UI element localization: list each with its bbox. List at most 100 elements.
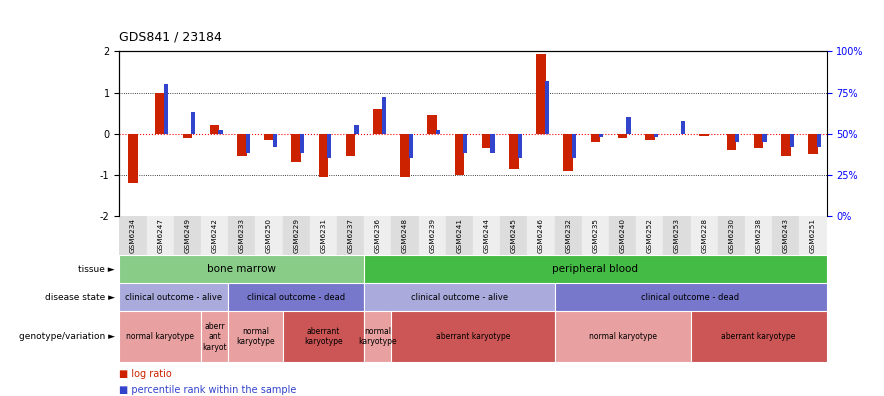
Bar	[119, 216, 147, 255]
Text: normal
karyotype: normal karyotype	[358, 327, 397, 346]
Bar	[545, 81, 549, 133]
Bar	[427, 115, 437, 133]
Bar	[201, 311, 228, 362]
Bar	[554, 283, 827, 311]
Bar	[582, 216, 609, 255]
Text: GSM6228: GSM6228	[701, 218, 707, 253]
Bar	[754, 133, 763, 148]
Bar	[228, 311, 283, 362]
Bar	[337, 216, 364, 255]
Bar	[454, 133, 464, 175]
Text: GSM6231: GSM6231	[320, 218, 326, 253]
Text: normal karyotype: normal karyotype	[589, 332, 657, 341]
Bar	[636, 216, 663, 255]
Text: peripheral blood: peripheral blood	[552, 264, 638, 274]
Bar	[201, 216, 228, 255]
Bar	[727, 133, 736, 150]
Bar	[283, 216, 309, 255]
Bar	[491, 133, 494, 153]
Text: GDS841 / 23184: GDS841 / 23184	[119, 30, 222, 44]
Text: GSM6237: GSM6237	[347, 218, 354, 253]
Bar	[554, 216, 582, 255]
Text: GSM6242: GSM6242	[211, 218, 217, 253]
Text: normal
karyotype: normal karyotype	[236, 327, 275, 346]
Bar	[300, 133, 304, 153]
Bar	[446, 216, 473, 255]
Bar	[237, 133, 247, 156]
Text: aberr
ant
karyot: aberr ant karyot	[202, 322, 227, 352]
Bar	[690, 311, 827, 362]
Text: GSM6246: GSM6246	[538, 218, 544, 253]
Bar	[537, 53, 545, 133]
Bar	[228, 216, 255, 255]
Bar	[364, 283, 554, 311]
Bar	[119, 255, 364, 283]
Bar	[518, 133, 522, 158]
Bar	[382, 97, 385, 133]
Text: GSM6232: GSM6232	[565, 218, 571, 253]
Bar	[663, 216, 690, 255]
Bar	[509, 133, 519, 169]
Text: clinical outcome - dead: clinical outcome - dead	[247, 293, 346, 301]
Text: GSM6249: GSM6249	[185, 218, 190, 253]
Text: ■ log ratio: ■ log ratio	[119, 369, 172, 379]
Bar	[745, 216, 772, 255]
Bar	[119, 311, 201, 362]
Text: genotype/variation ►: genotype/variation ►	[19, 332, 115, 341]
Text: GSM6229: GSM6229	[293, 218, 299, 253]
Bar	[808, 133, 818, 154]
Bar	[392, 311, 554, 362]
Bar	[164, 84, 168, 133]
Text: clinical outcome - dead: clinical outcome - dead	[642, 293, 740, 301]
Text: GSM6243: GSM6243	[782, 218, 789, 253]
Bar	[255, 216, 283, 255]
Bar	[309, 216, 337, 255]
Text: ■ percentile rank within the sample: ■ percentile rank within the sample	[119, 385, 297, 395]
Bar	[400, 133, 409, 177]
Bar	[627, 117, 630, 133]
Text: GSM6244: GSM6244	[484, 218, 490, 253]
Bar	[318, 133, 328, 177]
Bar	[128, 133, 138, 183]
Text: GSM6233: GSM6233	[239, 218, 245, 253]
Text: bone marrow: bone marrow	[207, 264, 276, 274]
Bar	[781, 133, 790, 156]
Bar	[591, 133, 600, 142]
Bar	[183, 133, 192, 138]
Bar	[354, 126, 359, 133]
Text: GSM6251: GSM6251	[810, 218, 816, 253]
Bar	[609, 216, 636, 255]
Bar	[645, 133, 654, 140]
Bar	[572, 133, 576, 158]
Bar	[147, 216, 174, 255]
Bar	[392, 216, 418, 255]
Text: GSM6240: GSM6240	[620, 218, 626, 253]
Bar	[718, 216, 745, 255]
Bar	[283, 311, 364, 362]
Bar	[500, 216, 528, 255]
Bar	[174, 216, 201, 255]
Bar	[191, 112, 195, 133]
Bar	[373, 109, 383, 133]
Bar	[653, 133, 658, 137]
Bar	[409, 133, 413, 158]
Bar	[210, 126, 219, 133]
Text: GSM6253: GSM6253	[674, 218, 680, 253]
Bar	[418, 216, 446, 255]
Bar	[817, 133, 821, 147]
Text: GSM6248: GSM6248	[402, 218, 408, 253]
Bar	[364, 216, 392, 255]
Bar	[273, 133, 277, 147]
Bar	[618, 133, 628, 138]
Bar	[699, 133, 709, 136]
Text: clinical outcome - alive: clinical outcome - alive	[126, 293, 222, 301]
Text: GSM6234: GSM6234	[130, 218, 136, 253]
Bar	[364, 311, 392, 362]
Text: GSM6238: GSM6238	[756, 218, 761, 253]
Text: tissue ►: tissue ►	[79, 265, 115, 274]
Bar	[119, 283, 228, 311]
Text: GSM6250: GSM6250	[266, 218, 272, 253]
Bar	[246, 133, 250, 153]
Bar	[436, 130, 440, 133]
Bar	[228, 283, 364, 311]
